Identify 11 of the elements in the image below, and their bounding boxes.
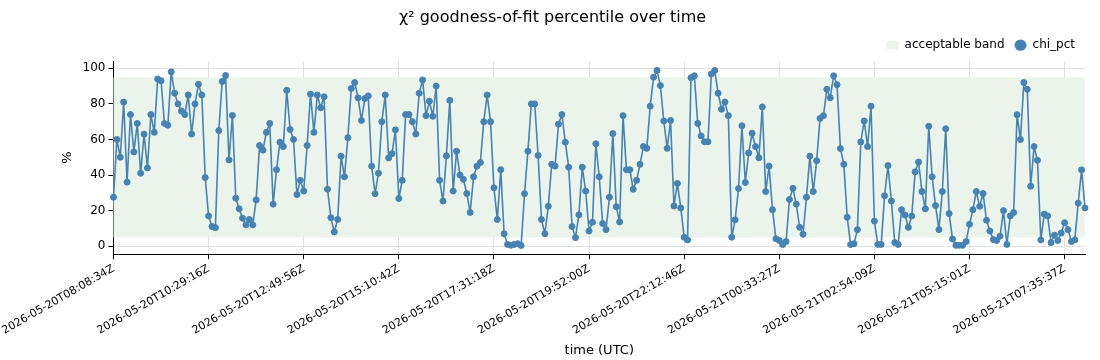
y-axis-title: % [59, 151, 75, 164]
y-tick-label: 100 [82, 60, 106, 75]
y-tick-label: 0 [97, 238, 106, 253]
y-tick-label: 60 [90, 131, 106, 146]
y-tick-label: 80 [90, 96, 106, 111]
legend-label: chi_pct [1032, 37, 1076, 52]
y-tick-label: 40 [90, 167, 106, 182]
legend-label: acceptable band [904, 37, 1005, 52]
chart-title: χ² goodness-of-fit percentile over time [398, 6, 707, 26]
x-axis-title: time (UTC) [564, 341, 634, 357]
y-tick-label: 20 [90, 202, 106, 217]
